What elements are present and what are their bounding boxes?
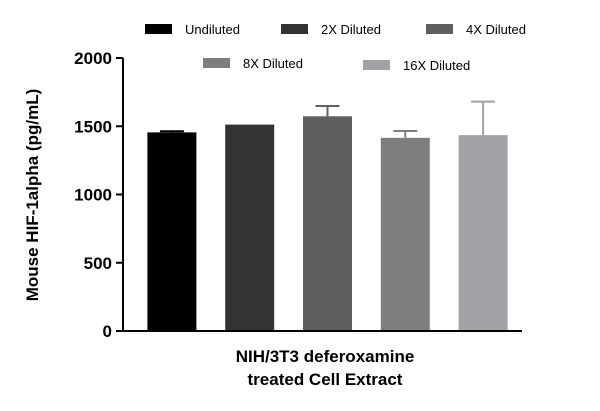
y-axis-title: Mouse HIF-1alpha (pg/mL) <box>23 89 42 302</box>
legend-label: 16X Diluted <box>403 58 470 73</box>
legend-swatch <box>363 60 390 70</box>
y-tick-label: 1000 <box>74 186 112 205</box>
error-bars <box>159 100 496 138</box>
legend: Undiluted 2X Diluted 4X Diluted 8X Diluted 1… <box>145 22 526 73</box>
bar <box>380 137 430 331</box>
legend-swatch <box>145 24 172 34</box>
bars <box>147 116 508 332</box>
legend-label: 8X Diluted <box>243 56 303 71</box>
legend-label: Undiluted <box>185 22 240 37</box>
legend-label: 2X Diluted <box>321 22 381 37</box>
y-tick-label: 500 <box>84 254 112 273</box>
x-axis-title-line-2: treated Cell Extract <box>248 370 403 389</box>
bar <box>303 116 352 332</box>
bar <box>225 124 275 331</box>
legend-label: 4X Diluted <box>466 22 526 37</box>
bar <box>458 135 508 331</box>
x-axis-title-line-1: NIH/3T3 deferoxamine <box>236 347 415 366</box>
legend-swatch <box>426 24 453 34</box>
y-tick-label: 2000 <box>74 49 112 68</box>
legend-swatch <box>281 24 308 34</box>
bar <box>147 132 197 331</box>
y-axis: 0 500 1000 1500 2000 <box>74 49 124 341</box>
legend-swatch <box>203 58 230 68</box>
y-tick-label: 0 <box>103 322 112 341</box>
y-tick-label: 1500 <box>74 117 112 136</box>
